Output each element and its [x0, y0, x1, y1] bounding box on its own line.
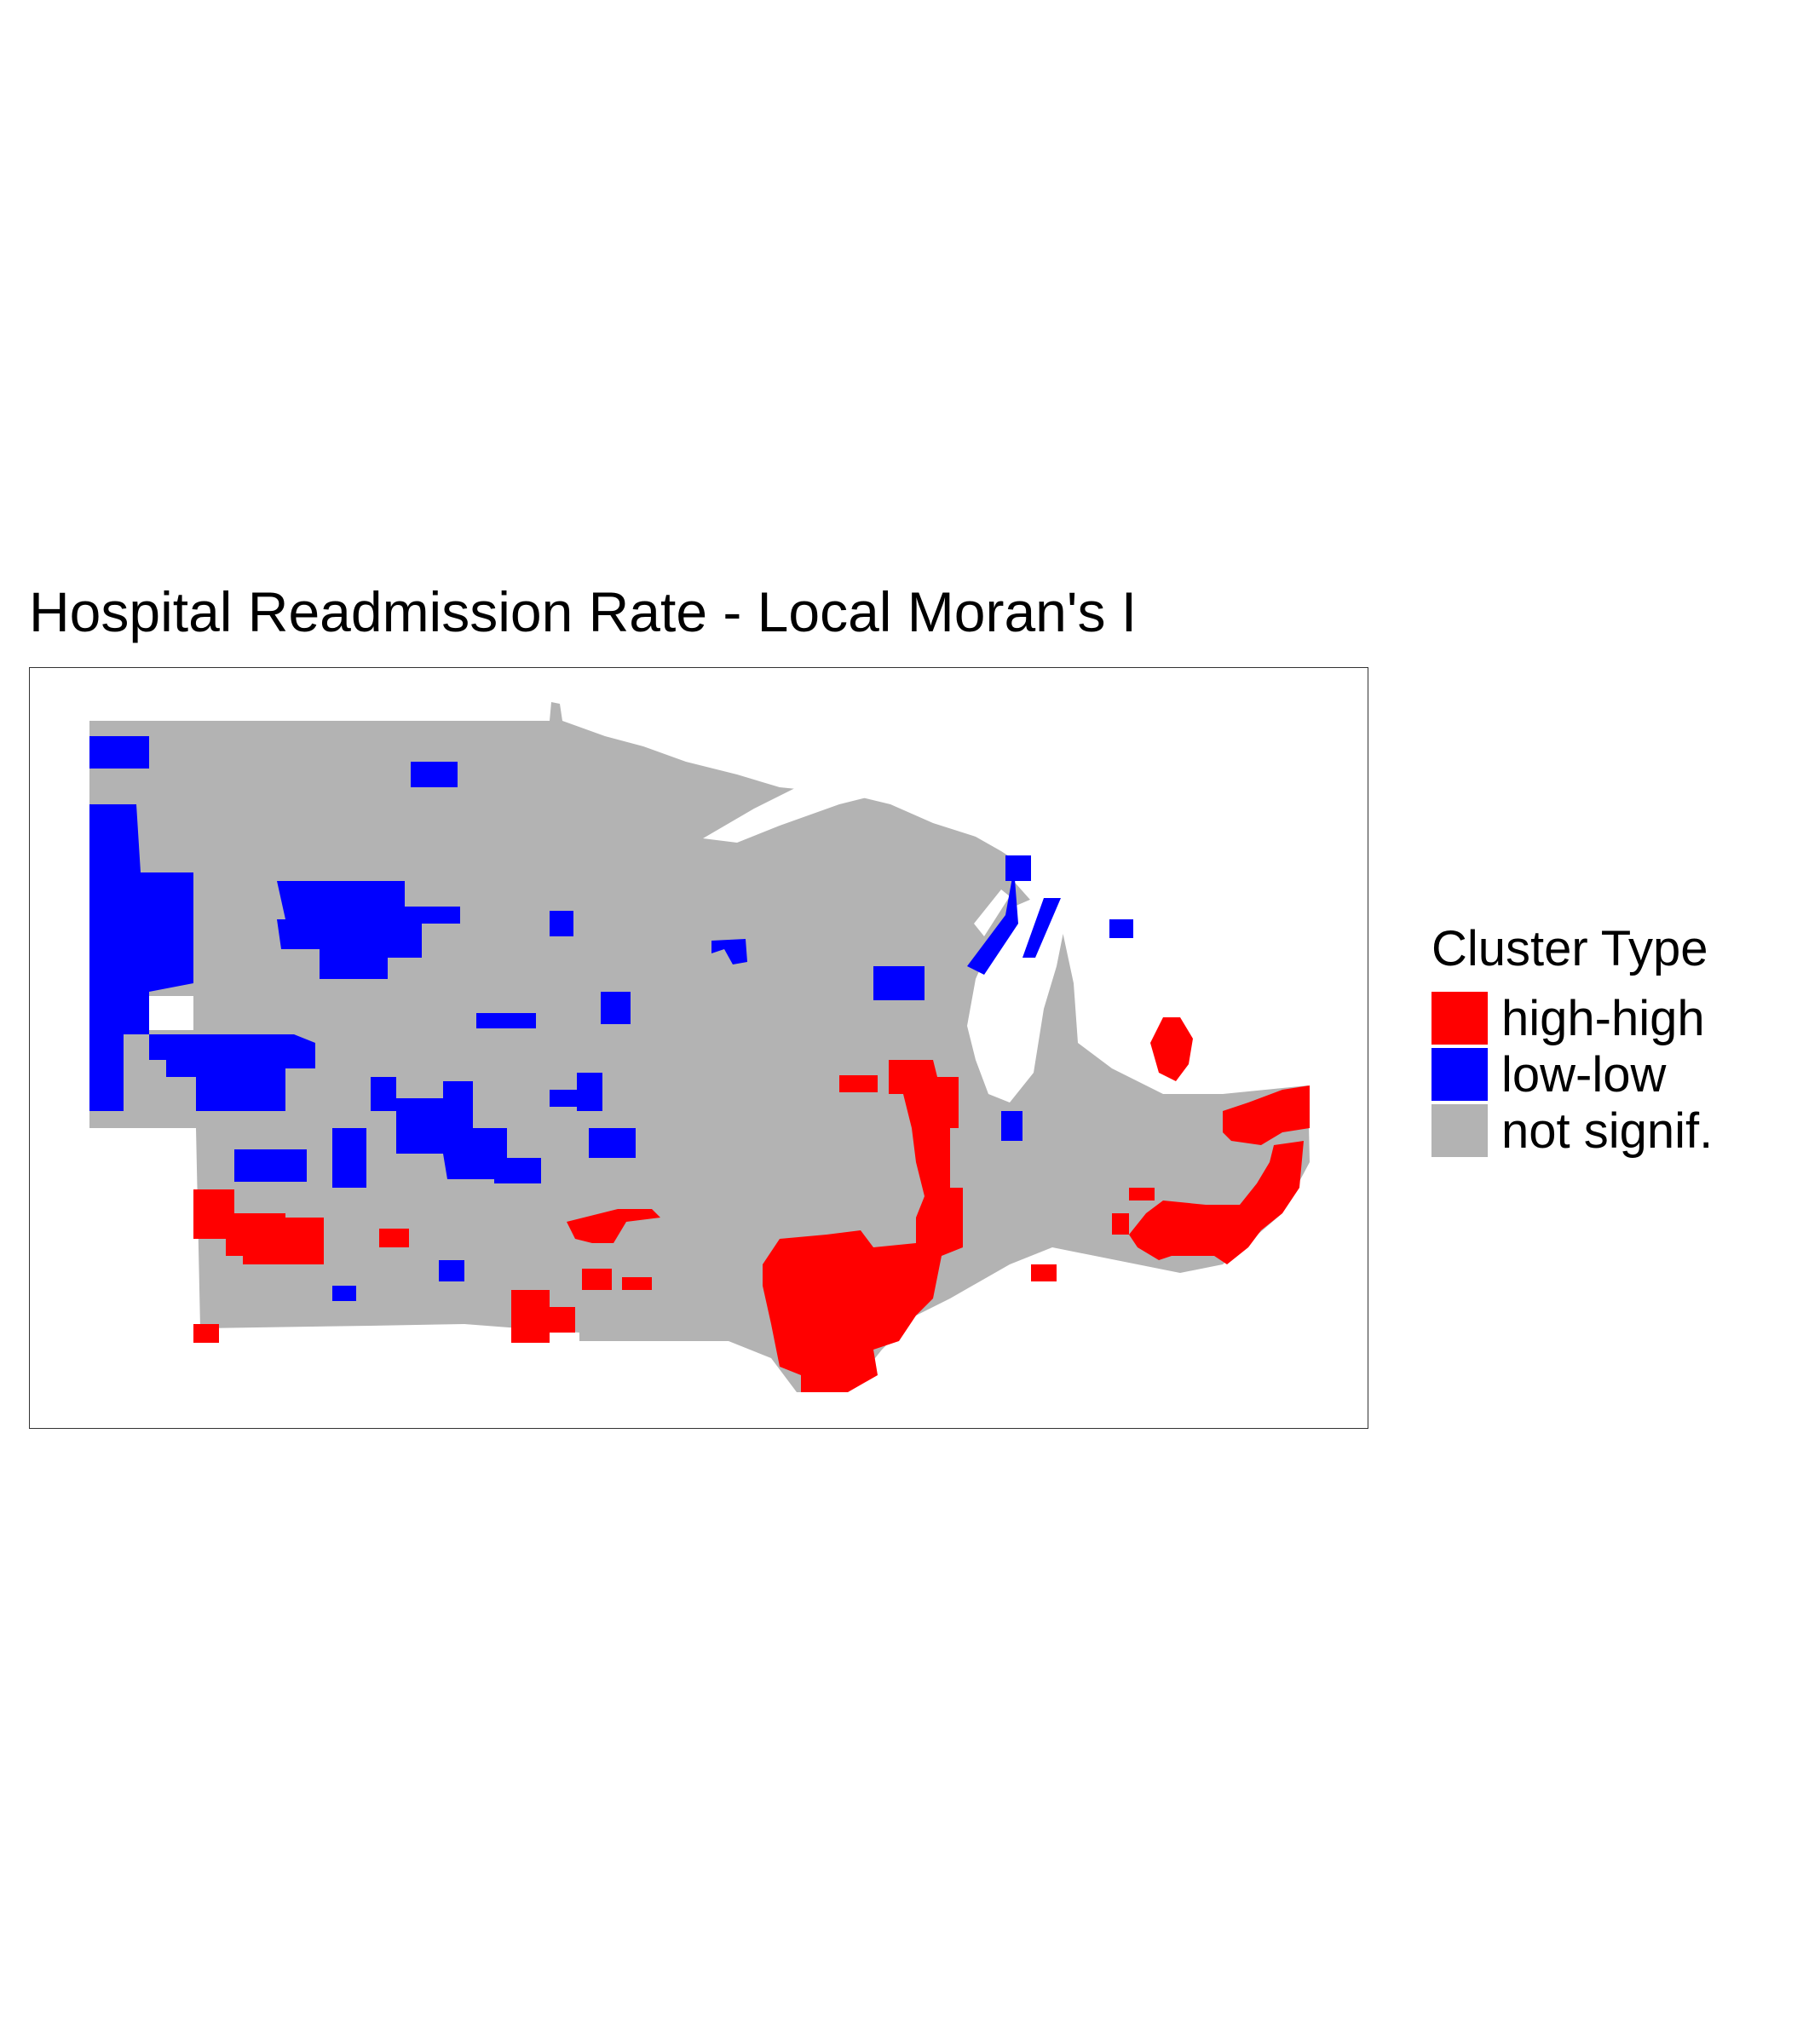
legend-key-low-low	[1431, 1048, 1488, 1101]
low-low-cluster	[411, 762, 458, 787]
high-high-cluster	[622, 1277, 652, 1290]
legend-key-not-signif	[1431, 1104, 1488, 1157]
low-low-cluster	[277, 881, 460, 979]
low-low-cluster	[89, 804, 193, 1111]
low-low-cluster	[550, 1090, 584, 1107]
high-high-cluster	[193, 1324, 219, 1343]
legend-label-low-low: low-low	[1501, 1047, 1667, 1103]
legend-label-not-signif: not signif.	[1501, 1103, 1714, 1159]
low-low-cluster	[89, 736, 149, 769]
lake-superior	[703, 774, 925, 843]
low-low-cluster	[371, 1077, 541, 1183]
low-low-clusters	[89, 736, 1133, 1301]
low-low-cluster	[601, 992, 631, 1024]
low-low-cluster	[1005, 855, 1031, 881]
low-low-cluster	[550, 911, 573, 936]
high-high-cluster	[1223, 1085, 1310, 1145]
high-high-cluster	[193, 1189, 324, 1264]
high-high-cluster	[839, 1075, 878, 1092]
low-low-cluster	[873, 966, 925, 1000]
low-low-cluster	[149, 1034, 315, 1111]
high-high-cluster	[379, 1229, 409, 1247]
high-high-cluster	[1150, 1017, 1193, 1081]
high-high-cluster	[1129, 1188, 1155, 1200]
low-low-cluster	[439, 1260, 464, 1281]
map-panel	[29, 667, 1368, 1429]
choropleth-map	[89, 702, 1310, 1392]
legend-title: Cluster Type	[1431, 921, 1708, 976]
legend-key-high-high	[1431, 992, 1488, 1045]
high-high-cluster	[1031, 1264, 1057, 1281]
low-low-cluster	[1001, 1111, 1022, 1141]
low-low-cluster	[967, 868, 1018, 975]
unmapped-area	[149, 996, 193, 1030]
region-landmass	[89, 702, 1310, 1392]
low-low-cluster	[589, 1128, 636, 1158]
low-low-cluster	[1109, 919, 1133, 938]
low-low-cluster	[234, 1149, 307, 1182]
map-title: Hospital Readmission Rate - Local Moran'…	[29, 580, 1138, 643]
high-high-cluster	[1129, 1141, 1304, 1264]
high-high-cluster	[511, 1290, 550, 1343]
low-low-cluster	[332, 1128, 366, 1188]
low-low-cluster	[476, 1013, 536, 1028]
high-high-cluster	[763, 1060, 963, 1392]
high-high-cluster	[550, 1307, 575, 1333]
low-low-cluster	[332, 1286, 356, 1301]
high-high-clusters	[193, 1017, 1310, 1392]
green-bay	[974, 890, 1010, 936]
legend-label-high-high: high-high	[1501, 991, 1705, 1046]
high-high-cluster	[567, 1209, 660, 1243]
high-high-cluster	[1112, 1213, 1129, 1235]
low-low-cluster	[711, 939, 747, 964]
low-low-cluster	[1022, 898, 1061, 958]
high-high-cluster	[582, 1269, 612, 1290]
